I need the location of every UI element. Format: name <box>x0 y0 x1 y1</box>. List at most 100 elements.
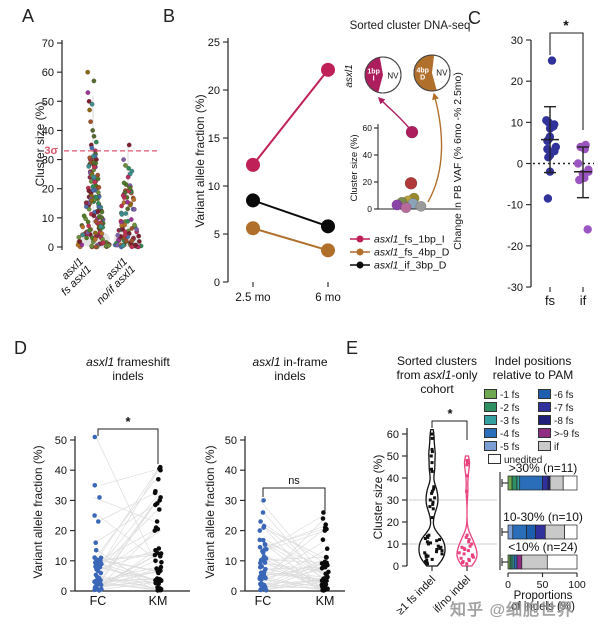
svg-text:asxl1_fs_1bp_I: asxl1_fs_1bp_I <box>374 234 445 246</box>
svg-text:Proportions: Proportions <box>514 590 573 602</box>
svg-text:30: 30 <box>55 495 67 507</box>
panel-b-ylabel: Variant allele fraction (%) <box>193 94 207 228</box>
legend-item--6fs: -6 fs <box>538 389 573 401</box>
svg-text:FC: FC <box>90 594 107 608</box>
svg-text:>30% (n=11): >30% (n=11) <box>509 461 578 475</box>
legend-label: unedited <box>504 455 543 466</box>
svg-text:40: 40 <box>363 150 373 160</box>
legend-item--5fs: -5 fs <box>484 441 519 453</box>
svg-text:60: 60 <box>363 123 373 133</box>
legend-label: -2 fs <box>500 403 520 414</box>
legend-label: -7 fs <box>554 403 574 414</box>
gene-name: asxl1 <box>252 355 281 369</box>
svg-text:asxl1no/if asxl1: asxl1no/if asxl1 <box>87 256 138 307</box>
svg-text:asxl1_if_3bp_D: asxl1_if_3bp_D <box>374 260 447 272</box>
legend-item--4fs: -4 fs <box>484 428 519 440</box>
svg-text:10: 10 <box>55 556 67 568</box>
legend-swatch <box>538 402 551 412</box>
title-line3: cohort <box>420 382 454 397</box>
svg-text:15: 15 <box>208 133 220 145</box>
legend-swatch <box>538 428 551 438</box>
panel-c-plot: 30 20 10 0 -10 -20 -30 fs if * <box>507 17 594 308</box>
svg-text:asxl1: asxl1 <box>344 64 355 87</box>
panel-d2-title: asxl1 in-frame indels <box>220 355 360 383</box>
legend-label: -5 fs <box>500 442 520 453</box>
svg-text:10-30% (n=10): 10-30% (n=10) <box>503 510 583 524</box>
svg-text:100: 100 <box>568 579 586 591</box>
svg-text:50: 50 <box>42 96 54 108</box>
panel-d2-ylabel: Variant allele fraction (%) <box>203 445 217 579</box>
svg-text:6 mo: 6 mo <box>315 292 341 304</box>
svg-text:NV: NV <box>436 68 448 77</box>
svg-text:≥1 fs indel: ≥1 fs indel <box>394 574 438 618</box>
legend-swatch <box>488 454 501 464</box>
svg-text:10: 10 <box>511 117 523 129</box>
panel-e-violin-title: Sorted clusters from asxl1-only cohort <box>372 354 502 396</box>
panel-e-label: E <box>346 338 359 358</box>
panel-d-plot-1: 0 10 20 30 40 50 FC KM * <box>55 414 190 608</box>
gene-name: asxl1 <box>86 355 115 369</box>
svg-text:of indels (%): of indels (%) <box>511 601 575 613</box>
svg-text:20: 20 <box>55 526 67 538</box>
svg-text:0: 0 <box>517 159 523 171</box>
legend-item-if: if <box>538 441 559 453</box>
title-rest: in-frame <box>283 355 328 369</box>
svg-text:0: 0 <box>61 586 67 598</box>
legend-item-unedited: unedited <box>488 454 542 466</box>
panel-d1-title: asxl1 frameshift indels <box>58 355 198 383</box>
svg-text:50: 50 <box>55 435 67 447</box>
svg-text:10: 10 <box>42 213 54 225</box>
svg-text:60: 60 <box>42 67 54 79</box>
svg-text:40: 40 <box>55 465 67 477</box>
legend-label: if <box>554 442 559 453</box>
legend-swatch <box>484 402 497 412</box>
legend-swatch <box>538 389 551 399</box>
svg-text:50: 50 <box>387 451 399 463</box>
svg-text:60: 60 <box>387 429 399 441</box>
panel-d1-ylabel: Variant allele fraction (%) <box>31 445 45 579</box>
svg-text:40: 40 <box>387 473 399 485</box>
panel-a-plot: 0 10 20 30 40 50 60 70 3σ asxl1fs asxl1 asxl1no/if… <box>42 38 159 307</box>
svg-text:30: 30 <box>387 495 399 507</box>
svg-text:-10: -10 <box>507 200 523 212</box>
svg-text:FC: FC <box>255 594 272 608</box>
svg-text:40: 40 <box>225 465 237 477</box>
panel-e-bars: >30% (n=11) 10-30% (n=10) <10% (n=24) 0 50 10… <box>499 461 586 613</box>
svg-text:2.5 mo: 2.5 mo <box>235 292 270 304</box>
svg-text:40: 40 <box>42 125 54 137</box>
svg-text:asxl1fs asxl1: asxl1fs asxl1 <box>51 256 94 299</box>
legend-swatch <box>484 441 497 451</box>
panel-d-label: D <box>14 338 27 358</box>
legend-item--8fs: -8 fs <box>538 415 573 427</box>
legend-label: -1 fs <box>500 390 520 401</box>
svg-text:3σ: 3σ <box>44 145 58 157</box>
legend-label: -6 fs <box>554 390 574 401</box>
legend-swatch <box>538 441 551 451</box>
svg-text:Cluster size (%): Cluster size (%) <box>349 134 360 201</box>
title-line2: indels <box>112 369 144 384</box>
svg-text:0: 0 <box>367 204 372 214</box>
legend-item--2fs: -2 fs <box>484 402 519 414</box>
svg-text:5: 5 <box>214 229 220 241</box>
title-line1: Indel positions <box>494 354 572 368</box>
panel-c-label: C <box>468 8 481 28</box>
svg-text:10: 10 <box>208 181 220 193</box>
svg-text:0: 0 <box>231 586 237 598</box>
title-line1: Sorted clusters <box>396 354 478 368</box>
svg-text:if: if <box>580 293 587 308</box>
legend-swatch <box>538 415 551 425</box>
legend-label: >-9 fs <box>554 429 580 440</box>
svg-text:10: 10 <box>387 539 399 551</box>
title-line2: relative to PAM <box>492 368 574 383</box>
inset-title: Sorted cluster DNA-seq <box>349 20 471 32</box>
legend-swatch <box>484 389 497 399</box>
title-post: -only <box>451 368 478 383</box>
svg-text:KM: KM <box>316 594 335 608</box>
svg-text:50: 50 <box>537 579 549 591</box>
panel-e-ylabel: Cluster size (%) <box>371 454 385 540</box>
svg-text:20: 20 <box>387 517 399 529</box>
